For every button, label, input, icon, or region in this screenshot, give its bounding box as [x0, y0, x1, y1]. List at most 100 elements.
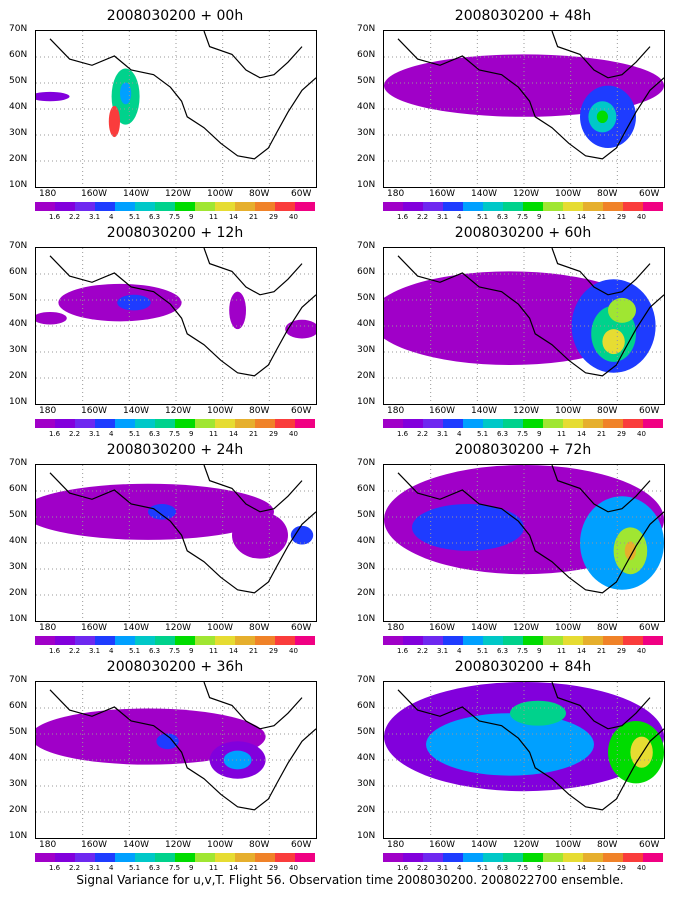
colorbar: [35, 636, 315, 645]
colorbar-swatch: [215, 202, 235, 211]
variance-contour: [148, 504, 176, 520]
colorbar-label: 4: [109, 430, 114, 438]
colorbar-swatch: [503, 636, 523, 645]
colorbar-label: 29: [617, 647, 626, 655]
lon-label: 180: [387, 189, 405, 199]
colorbar-swatch: [603, 202, 623, 211]
colorbar-swatch: [75, 419, 95, 428]
colorbar-swatch: [35, 419, 55, 428]
variance-contour: [156, 733, 179, 750]
colorbar-swatch: [603, 419, 623, 428]
colorbar-swatch: [503, 202, 523, 211]
colorbar-swatch: [155, 636, 175, 645]
lat-label: 50N: [9, 510, 28, 520]
colorbar-label: 7.5: [169, 647, 181, 655]
lon-label: 160W: [81, 189, 108, 199]
colorbar-swatch: [423, 202, 443, 211]
colorbar-swatch: [175, 636, 195, 645]
variance-contour: [223, 750, 252, 770]
lon-label: 120W: [513, 189, 540, 199]
lat-label: 10N: [9, 614, 28, 624]
colorbar-label: 9: [537, 213, 542, 221]
lat-label: 10N: [357, 614, 376, 624]
coastline: [397, 38, 664, 160]
colorbar-label: 2.2: [69, 213, 81, 221]
colorbar-label: 29: [617, 213, 626, 221]
colorbar-swatch: [115, 636, 135, 645]
colorbar-swatch: [403, 636, 423, 645]
colorbar-label: 11: [209, 864, 218, 872]
colorbar-label: 1.6: [397, 647, 409, 655]
colorbar-label: 5.1: [129, 213, 141, 221]
map-panel: [383, 30, 665, 188]
colorbar: [383, 202, 663, 211]
lat-label: 20N: [9, 154, 28, 164]
colorbar-swatch: [383, 202, 403, 211]
map-svg: [36, 682, 316, 838]
colorbar-swatch: [215, 853, 235, 862]
lon-label: 80W: [597, 623, 618, 633]
colorbar-label: 2.2: [417, 864, 429, 872]
colorbar-swatch: [403, 853, 423, 862]
colorbar-swatch: [563, 202, 583, 211]
colorbar-label: 4: [109, 864, 114, 872]
map-panel: [35, 681, 317, 839]
colorbar-swatch: [255, 419, 275, 428]
colorbar-swatch: [75, 202, 95, 211]
coastline: [49, 472, 316, 594]
lon-label: 120W: [165, 406, 192, 416]
colorbar-swatch: [235, 853, 255, 862]
variance-contour: [36, 708, 266, 765]
colorbar-label: 11: [557, 864, 566, 872]
colorbar-label: 4: [457, 213, 462, 221]
colorbar-swatch: [443, 419, 463, 428]
colorbar: [383, 636, 663, 645]
colorbar: [35, 202, 315, 211]
panel-title: 2008030200 + 60h: [454, 225, 592, 241]
colorbar-swatch: [403, 419, 423, 428]
colorbar-swatch: [463, 853, 483, 862]
colorbar-label: 14: [229, 647, 238, 655]
lat-label: 30N: [9, 128, 28, 138]
lat-label: 30N: [9, 562, 28, 572]
colorbar-swatch: [523, 419, 543, 428]
colorbar-swatch: [155, 419, 175, 428]
colorbar-swatch: [195, 636, 215, 645]
colorbar-label: 2.2: [417, 430, 429, 438]
colorbar-swatch: [503, 853, 523, 862]
colorbar: [383, 853, 663, 862]
lon-label: 160W: [81, 406, 108, 416]
colorbar-swatch: [155, 853, 175, 862]
colorbar-swatch: [55, 419, 75, 428]
colorbar-swatch: [115, 202, 135, 211]
map-svg: [384, 31, 664, 187]
colorbar-swatch: [563, 636, 583, 645]
lon-label: 100W: [207, 623, 234, 633]
lon-label: 140W: [123, 840, 150, 850]
variance-contour: [426, 713, 594, 776]
colorbar-label: 21: [597, 864, 606, 872]
colorbar-swatch: [135, 419, 155, 428]
colorbar-swatch: [443, 853, 463, 862]
colorbar: [383, 419, 663, 428]
coastline: [203, 31, 303, 79]
lat-label: 40N: [357, 536, 376, 546]
colorbar-label: 29: [269, 864, 278, 872]
panel-title: 2008030200 + 36h: [106, 659, 244, 675]
colorbar-swatch: [175, 419, 195, 428]
coastline: [397, 689, 664, 811]
figure-caption: Signal Variance for u,v,T. Flight 56. Ob…: [76, 873, 624, 887]
map-svg: [36, 465, 316, 621]
lon-label: 140W: [123, 189, 150, 199]
colorbar-swatch: [423, 636, 443, 645]
colorbar-swatch: [623, 853, 643, 862]
colorbar-label: 5.1: [129, 647, 141, 655]
lat-label: 60N: [357, 50, 376, 60]
colorbar-swatch: [235, 419, 255, 428]
colorbar-swatch: [115, 419, 135, 428]
colorbar-swatch: [295, 853, 315, 862]
colorbar-label: 14: [229, 864, 238, 872]
lon-label: 100W: [555, 189, 582, 199]
coastline: [203, 465, 303, 513]
